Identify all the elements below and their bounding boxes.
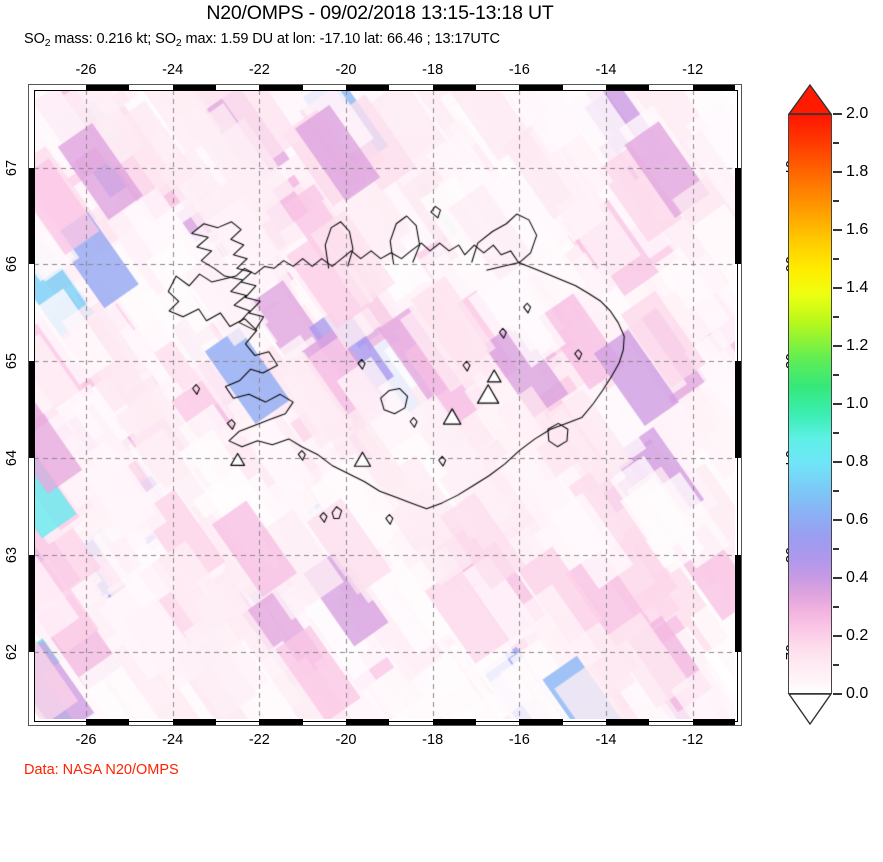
map-plot-area: [28, 84, 742, 726]
colorbar-minor-tick: [833, 258, 839, 260]
subtitle-subscript-2: 2: [175, 37, 182, 49]
lon-tick-bottom--14: -14: [595, 732, 617, 748]
colorbar-tick-label-1.4: 1.4: [846, 279, 869, 296]
lon-tick-bottom--12: -12: [682, 732, 704, 748]
lon-tick-top--24: -24: [162, 62, 184, 78]
subtitle-subscript-1: 2: [44, 37, 51, 49]
lat-tick-left-63: 63: [4, 547, 21, 564]
colorbar-over-arrow-icon: [788, 84, 832, 115]
colorbar-tick-label-0.2: 0.2: [846, 627, 869, 644]
colorbar-tick-0.0: [833, 693, 842, 695]
subtitle-suffix: max: 1.59 DU at lon: -17.10 lat: 66.46 ;…: [181, 31, 500, 47]
colorbar-tick-1.0: [833, 403, 842, 405]
coastline-layer: [34, 90, 736, 720]
lon-tick-bottom--16: -16: [508, 732, 530, 748]
colorbar-tick-0.6: [833, 519, 842, 521]
colorbar-tick-1.4: [833, 287, 842, 289]
subtitle-prefix: SO: [24, 31, 45, 47]
colorbar-minor-tick: [833, 316, 839, 318]
lon-tick-top--22: -22: [248, 62, 270, 78]
colorbar-tick-label-1.8: 1.8: [846, 163, 869, 180]
colorbar-minor-tick: [833, 490, 839, 492]
axis-frame-right: [735, 84, 742, 726]
lon-tick-top--20: -20: [335, 62, 357, 78]
colorbar-minor-tick: [833, 142, 839, 144]
lon-tick-top--12: -12: [682, 62, 704, 78]
colorbar-tick-label-2.0: 2.0: [846, 105, 869, 122]
lon-tick-bottom--20: -20: [335, 732, 357, 748]
colorbar-minor-tick: [833, 200, 839, 202]
axis-frame-top: [28, 84, 742, 91]
colorbar-tick-1.8: [833, 171, 842, 173]
colorbar-under-arrow-icon: [788, 693, 832, 725]
lat-tick-left-66: 66: [4, 256, 21, 273]
colorbar-gradient: [788, 114, 832, 694]
axis-frame-bottom: [28, 719, 742, 726]
colorbar-tick-label-0.8: 0.8: [846, 453, 869, 470]
colorbar-tick-0.4: [833, 577, 842, 579]
data-source-credit: Data: NASA N20/OMPS: [24, 762, 179, 778]
colorbar-tick-label-0.4: 0.4: [846, 569, 869, 586]
lon-tick-bottom--26: -26: [75, 732, 97, 748]
colorbar-tick-2.0: [833, 113, 842, 115]
lon-tick-bottom--18: -18: [422, 732, 444, 748]
lat-tick-left-64: 64: [4, 450, 21, 467]
colorbar-tick-0.2: [833, 635, 842, 637]
colorbar-tick-label-0.6: 0.6: [846, 511, 869, 528]
lat-tick-left-62: 62: [4, 644, 21, 661]
colorbar-tick-label-1.2: 1.2: [846, 337, 869, 354]
lon-tick-bottom--24: -24: [162, 732, 184, 748]
colorbar-minor-tick: [833, 548, 839, 550]
lon-tick-top--26: -26: [75, 62, 97, 78]
subtitle-mid: mass: 0.216 kt; SO: [50, 31, 176, 47]
colorbar[interactable]: 0.00.20.40.60.81.01.21.41.61.82.0 SO2 co…: [788, 84, 883, 744]
lat-tick-left-65: 65: [4, 353, 21, 370]
colorbar-tick-1.2: [833, 345, 842, 347]
figure-title: N20/OMPS - 09/02/2018 13:15-13:18 UT: [206, 2, 554, 24]
colorbar-tick-label-0.0: 0.0: [846, 685, 869, 702]
lon-tick-top--18: -18: [422, 62, 444, 78]
colorbar-tick-label-1.6: 1.6: [846, 221, 869, 238]
colorbar-minor-tick: [833, 664, 839, 666]
figure-subtitle: SO2 mass: 0.216 kt; SO2 max: 1.59 DU at …: [24, 31, 500, 49]
axis-frame-left: [28, 84, 35, 726]
lon-tick-top--14: -14: [595, 62, 617, 78]
colorbar-tick-1.6: [833, 229, 842, 231]
lon-tick-bottom--22: -22: [248, 732, 270, 748]
lon-tick-top--16: -16: [508, 62, 530, 78]
lat-tick-left-67: 67: [4, 159, 21, 176]
colorbar-tick-0.8: [833, 461, 842, 463]
map-canvas-clip: [34, 90, 736, 720]
colorbar-minor-tick: [833, 606, 839, 608]
colorbar-tick-label-1.0: 1.0: [846, 395, 869, 412]
colorbar-minor-tick: [833, 432, 839, 434]
so2-map-figure: N20/OMPS - 09/02/2018 13:15-13:18 UT SO2…: [4, 2, 883, 778]
colorbar-minor-tick: [833, 374, 839, 376]
